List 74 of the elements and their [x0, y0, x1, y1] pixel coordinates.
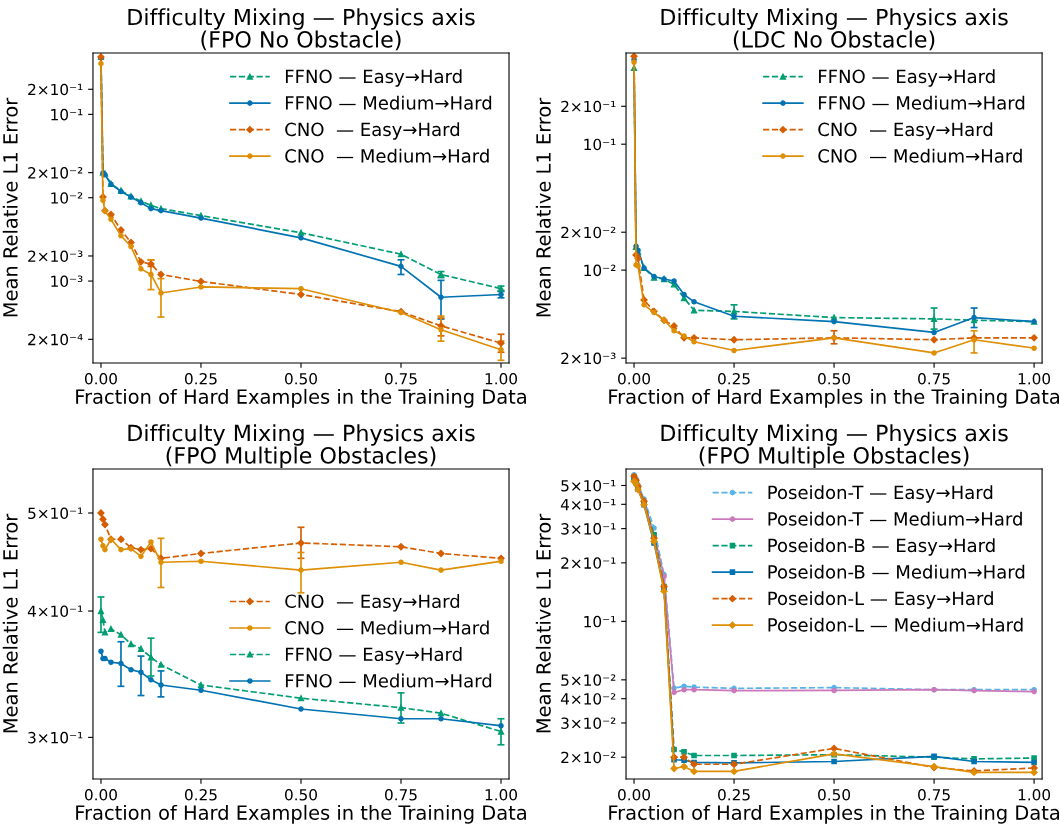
chart-title: Difficulty Mixing — Physics axis (LDC No Obstacle)	[661, 8, 1008, 51]
legend-label: Poseidon-B — Medium→Hard	[768, 564, 1025, 579]
chart-title: Difficulty Mixing — Physics axis (FPO Multiple Obstacles)	[128, 424, 475, 469]
legend-label: FFNO — Easy→Hard	[285, 647, 462, 665]
chart-title: Difficulty Mixing — Physics axis (FPO Multiple Obstacles)	[661, 424, 1008, 469]
y-tick-label: 5×10⁻¹	[561, 479, 616, 492]
legend-label: CNO — Medium→Hard	[285, 620, 489, 635]
y-tick-label: 2×10⁻²	[561, 226, 616, 239]
x-tick-label: 0.50	[818, 788, 851, 801]
x-tick-label: 1.00	[485, 788, 518, 801]
legend-label: CNO — Medium→Hard	[818, 148, 1022, 163]
x-tick-label: 0.75	[918, 372, 950, 385]
y-tick-label: 10⁻¹	[584, 615, 616, 628]
legend-label: CNO — Easy→Hard	[285, 122, 460, 140]
y-tick-label: 10⁻³	[51, 275, 83, 288]
x-tick-label: 0.25	[718, 372, 750, 385]
legend-label: CNO — Medium→Hard	[285, 148, 489, 163]
x-tick-label: 0.75	[385, 372, 417, 385]
x-tick-label: 1.00	[1018, 372, 1051, 385]
x-tick-label: 0.00	[618, 372, 651, 385]
x-tick-label: 0.75	[918, 788, 950, 801]
x-tick-label: 0.00	[618, 788, 651, 801]
y-axis-title: Mean Relative L1 Error	[2, 97, 18, 317]
x-axis-title: Fraction of Hard Examples in the Training Data	[609, 388, 1060, 408]
x-tick-label: 0.50	[284, 788, 317, 801]
legend-label: FFNO — Medium→Hard	[819, 95, 1025, 110]
x-tick-label: 0.25	[718, 788, 750, 801]
y-tick-label: 3×10⁻²	[561, 717, 616, 729]
y-tick-label: 2×10⁻²	[28, 167, 83, 179]
y-tick-label: 2×10⁻¹	[561, 100, 616, 113]
y-tick-label: 2×10⁻²	[561, 751, 616, 764]
y-tick-label: 2×10⁻¹	[561, 557, 616, 569]
x-axis-title: Fraction of Hard Examples in the Training Data	[76, 804, 526, 824]
y-axis-title: Mean Relative L1 Error	[535, 97, 551, 317]
x-tick-label: 1.00	[485, 372, 518, 385]
y-tick-label: 2×10⁻³	[561, 352, 616, 365]
legend-label: Poseidon-L — Medium→Hard	[768, 617, 1023, 632]
y-tick-label: 4×10⁻¹	[27, 605, 83, 618]
legend-label: CNO — Easy→Hard	[285, 594, 460, 612]
y-tick-label: 4×10⁻¹	[560, 498, 616, 511]
y-tick-label: 5×10⁻²	[561, 674, 616, 686]
x-tick-label: 0.50	[818, 372, 851, 385]
legend-label: Poseidon-T — Medium→Hard	[768, 511, 1022, 526]
legend-label: FFNO — Easy→Hard	[819, 69, 995, 87]
y-axis-title: Mean Relative L1 Error	[2, 513, 18, 733]
y-tick-label: 2×10⁻³	[28, 250, 83, 262]
x-tick-label: 0.00	[84, 372, 117, 385]
y-tick-label: 3×10⁻¹	[28, 731, 83, 744]
x-tick-label: 0.25	[184, 788, 217, 801]
x-tick-label: 1.00	[1018, 788, 1051, 801]
y-tick-label: 10⁻¹	[51, 108, 83, 121]
legend-label: Poseidon-B — Easy→Hard	[768, 538, 995, 556]
legend-label: Poseidon-L — Easy→Hard	[768, 591, 993, 609]
legend-label: Poseidon-T — Easy→Hard	[768, 485, 993, 503]
y-tick-label: 2×10⁻⁴	[28, 333, 83, 346]
legend-label: FFNO — Medium→Hard	[285, 95, 492, 110]
y-tick-label: 5×10⁻¹	[28, 507, 83, 520]
y-tick-label: 4×10⁻²	[560, 693, 616, 705]
y-tick-label: 10⁻²	[51, 192, 83, 204]
legend-label: CNO — Easy→Hard	[818, 122, 993, 140]
y-tick-label: 3×10⁻¹	[561, 523, 616, 535]
x-tick-label: 0.75	[385, 788, 417, 801]
x-axis-title: Fraction of Hard Examples in the Training Data	[609, 804, 1060, 824]
x-tick-label: 0.00	[84, 788, 117, 801]
chart-title: Difficulty Mixing — Physics axis (FPO No Obstacle)	[128, 8, 475, 51]
y-tick-label: 10⁻²	[584, 264, 616, 277]
x-axis-title: Fraction of Hard Examples in the Training Data	[76, 388, 526, 408]
y-tick-label: 10⁻¹	[584, 138, 616, 151]
x-tick-label: 0.50	[284, 372, 317, 385]
legend-label: FFNO — Easy→Hard	[285, 69, 462, 87]
y-axis-title: Mean Relative L1 Error	[535, 513, 551, 733]
x-tick-label: 0.25	[184, 372, 217, 385]
y-tick-label: 2×10⁻¹	[28, 83, 83, 96]
legend-label: FFNO — Medium→Hard	[285, 673, 492, 688]
